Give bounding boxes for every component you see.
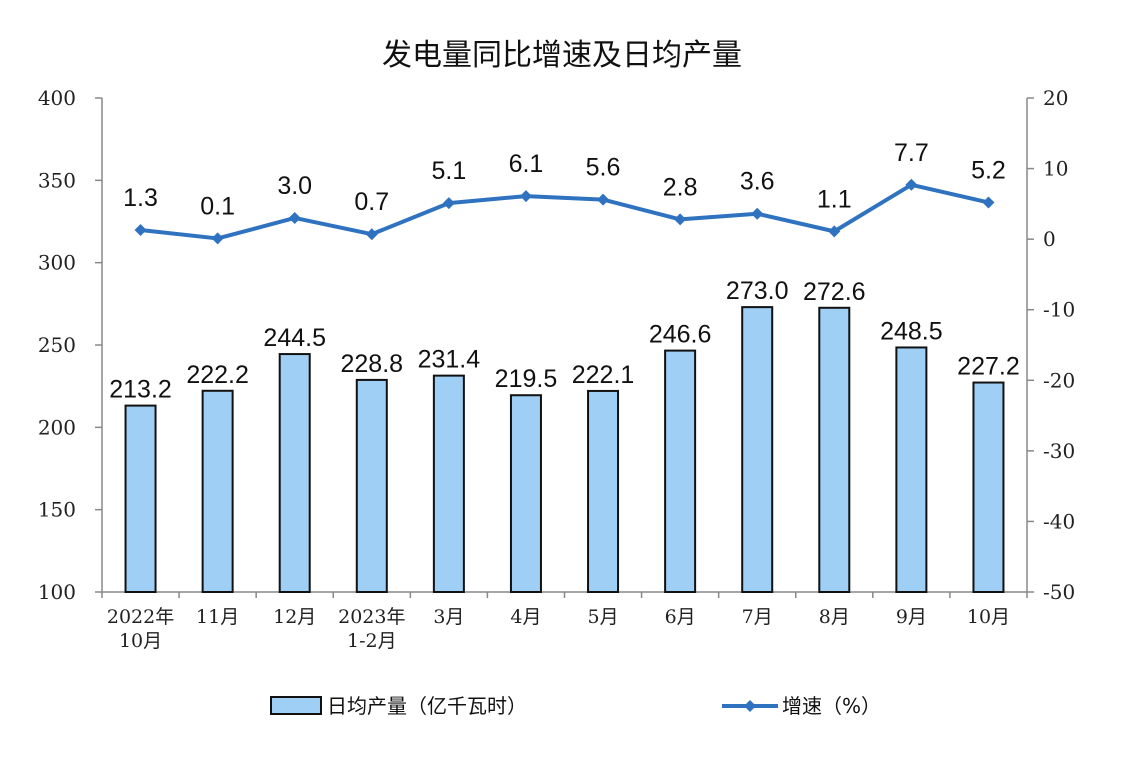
bar-data-label: 222.1: [572, 361, 635, 389]
y-left-tick-label: 400: [38, 86, 76, 110]
line-point: [674, 213, 687, 226]
legend-line-marker: [744, 700, 756, 712]
x-tick-label: 8月: [819, 606, 850, 628]
x-tick-label: 11月: [196, 606, 239, 628]
x-tick-label: 4月: [510, 606, 541, 628]
line-point: [134, 223, 147, 236]
y-left-tick-label: 300: [38, 251, 76, 275]
x-tick-label: 2023年: [338, 606, 405, 628]
line-data-label: 5.1: [431, 157, 466, 185]
line-point: [288, 211, 301, 224]
bar-series: [124, 306, 1005, 594]
x-tick-label: 10月: [967, 606, 1010, 628]
y-left-tick-label: 150: [38, 498, 76, 522]
x-tick-label: 6月: [665, 606, 696, 628]
y-right-tick-label: -10: [1043, 298, 1075, 322]
bar: [741, 306, 774, 593]
line-data-label: 6.1: [509, 150, 544, 178]
y-left-tick-label: 250: [38, 333, 76, 357]
bar: [972, 381, 1005, 593]
x-tick-label: 10月: [119, 630, 162, 652]
bar: [895, 346, 928, 593]
bar-data-label: 248.5: [880, 317, 943, 345]
axes: 100 150 200 250 300 350 400 -50 -40 -30 -20 -10 0 10 2…: [38, 86, 1075, 652]
y-left-tick-label: 200: [38, 415, 76, 439]
x-tick-label: 9月: [896, 606, 927, 628]
legend-line-label: 增速（%）: [782, 694, 881, 718]
y-right-tick-label: -50: [1043, 580, 1075, 604]
legend-bar-label: 日均产量（亿千瓦时）: [327, 694, 527, 718]
line-data-label: 3.0: [277, 172, 312, 200]
x-tick-label: 2022年: [107, 606, 174, 628]
y-right-tick-label: 10: [1043, 157, 1068, 181]
x-tick-label: 3月: [433, 606, 464, 628]
y-right-tick-label: -40: [1043, 509, 1075, 533]
y-left-tick-label: 350: [38, 168, 76, 192]
line-data-label: 5.2: [971, 156, 1006, 184]
x-tick-label: 5月: [587, 606, 618, 628]
line-point: [365, 228, 378, 241]
bar-data-label: 272.6: [803, 278, 866, 306]
line-data-label: 2.8: [663, 173, 698, 201]
line-data-label: 5.6: [586, 154, 621, 182]
line-series: [134, 178, 995, 245]
line-point: [828, 225, 841, 238]
y-right-tick-label: -30: [1043, 439, 1075, 463]
bar: [124, 404, 157, 593]
bar: [587, 389, 620, 593]
line-data-label: 0.1: [200, 192, 235, 220]
legend-bar-swatch: [270, 696, 322, 715]
y-right-tick-label: 0: [1043, 227, 1056, 251]
line-data-label: 7.7: [894, 139, 929, 167]
x-tick-label: 7月: [742, 606, 773, 628]
bar-data-label: 228.8: [341, 350, 404, 378]
bar: [355, 378, 388, 593]
y-right-tick-label: 20: [1043, 86, 1068, 110]
bar: [201, 389, 234, 594]
line-data-label: 1.1: [817, 185, 852, 213]
bar-data-label: 222.2: [186, 361, 249, 389]
line-point: [597, 193, 610, 206]
line-path: [140, 182, 989, 241]
y-right-tick-label: -20: [1043, 368, 1075, 392]
x-tick-label: 1-2月: [347, 630, 397, 652]
bar-data-label: 273.0: [726, 277, 789, 305]
x-tick-label: 12月: [273, 606, 316, 628]
line-point: [519, 190, 532, 203]
line-point: [751, 207, 764, 220]
bar-data-label: 231.4: [418, 346, 481, 374]
line-point: [442, 197, 455, 210]
bar-data-label: 227.2: [957, 353, 1020, 381]
line-point: [982, 196, 995, 209]
bar: [818, 306, 851, 593]
y-left-tick-label: 100: [38, 580, 76, 604]
bar-data-label: 246.6: [649, 321, 712, 349]
bar-data-label: 219.5: [495, 365, 558, 393]
bar: [278, 353, 311, 593]
line-data-label: 0.7: [354, 188, 389, 216]
line-data-label: 3.6: [740, 168, 775, 196]
bar-data-label: 213.2: [109, 376, 172, 404]
line-data-label: 1.3: [123, 184, 158, 212]
bar-data-label: 244.5: [263, 324, 326, 352]
bar: [664, 349, 697, 593]
bar: [432, 374, 465, 593]
bar: [509, 394, 542, 593]
data-labels: 213.2 222.2 244.5 228.8 231.4 219.5 222.1 246.6…: [109, 139, 1019, 404]
line-point: [905, 178, 918, 191]
chart-title: 发电量同比增速及日均产量: [382, 38, 742, 73]
line-point: [211, 232, 224, 245]
legend: 日均产量（亿千瓦时） 增速（%）: [270, 694, 881, 718]
